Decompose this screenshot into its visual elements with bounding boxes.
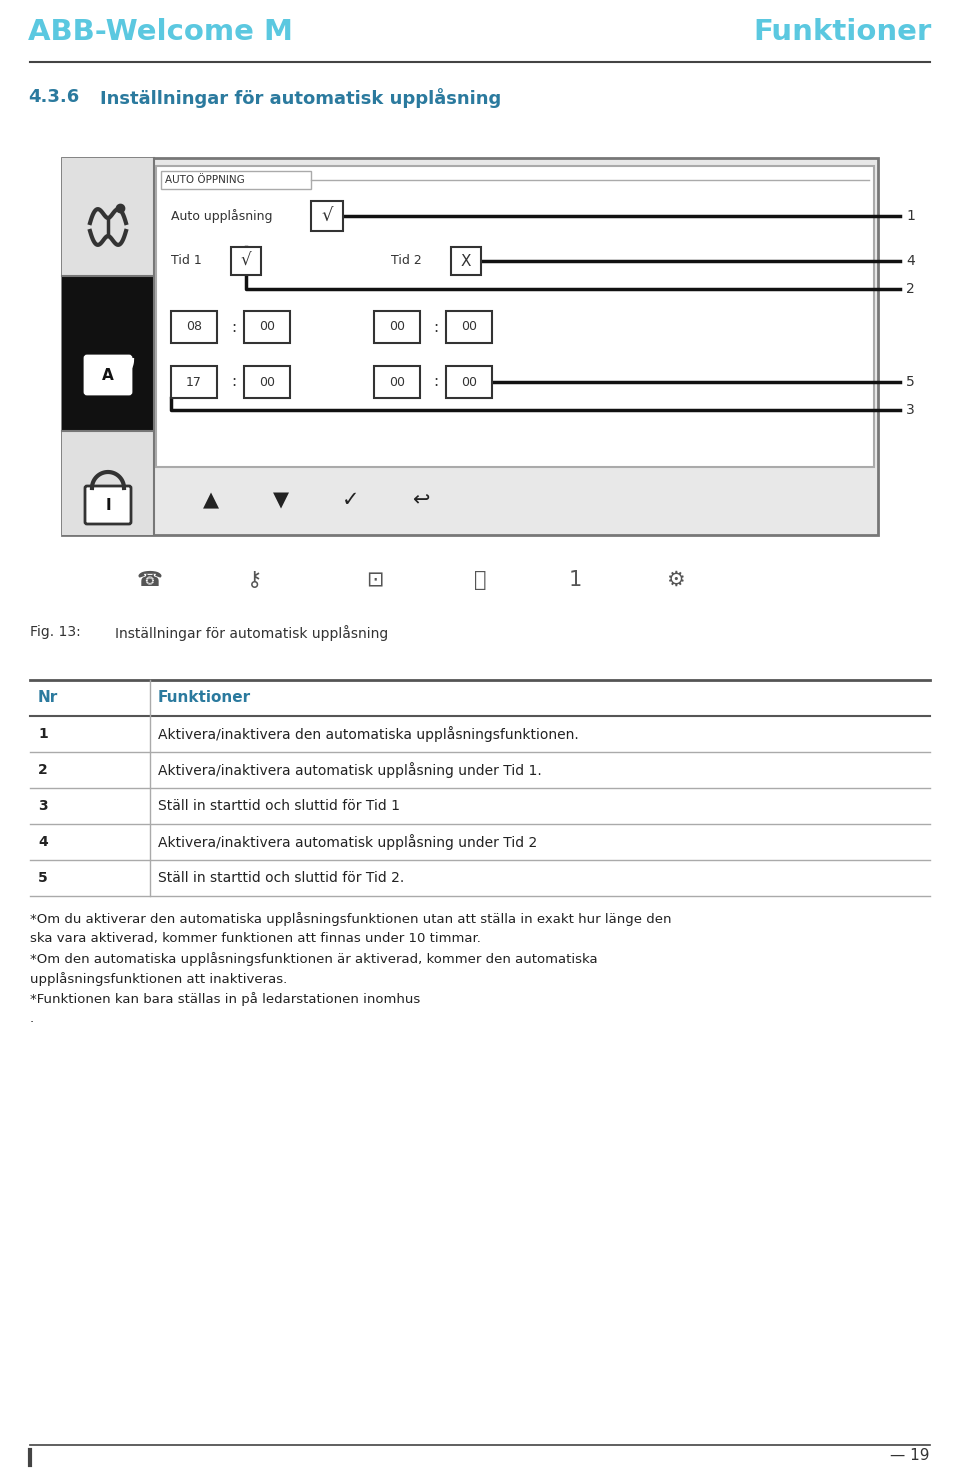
Text: ABB-Welcome M: ABB-Welcome M [28, 18, 293, 46]
Text: 00: 00 [461, 376, 477, 388]
Bar [374, 366, 420, 398]
Bar [171, 311, 217, 344]
Bar [171, 366, 217, 398]
Text: 00: 00 [461, 320, 477, 333]
Text: 3: 3 [38, 800, 48, 813]
Text: *Funktionen kan bara ställas in på ledarstationen inomhus: *Funktionen kan bara ställas in på ledar… [30, 992, 420, 1006]
Bar [446, 366, 492, 398]
Text: A: A [102, 367, 114, 382]
Text: *Om den automatiska upplåsningsfunktionen är aktiverad, kommer den automatiska: *Om den automatiska upplåsningsfunktione… [30, 952, 598, 966]
Text: Ställ in starttid och sluttid för Tid 2.: Ställ in starttid och sluttid för Tid 2. [158, 871, 404, 886]
Text: ⚙: ⚙ [665, 570, 684, 589]
Text: Aktivera/inaktivera automatisk upplåsning under Tid 2: Aktivera/inaktivera automatisk upplåsnin… [158, 834, 538, 850]
Text: 1: 1 [568, 570, 582, 589]
Text: Inställningar för automatisk upplåsning: Inställningar för automatisk upplåsning [115, 625, 388, 641]
Text: 2: 2 [38, 763, 48, 778]
Text: Inställningar för automatisk upplåsning: Inställningar för automatisk upplåsning [100, 87, 501, 108]
Bar [311, 201, 343, 231]
Text: *Om du aktiverar den automatiska upplåsningsfunktionen utan att ställa in exakt : *Om du aktiverar den automatiska upplåsn… [30, 912, 671, 926]
Text: 08: 08 [186, 320, 202, 333]
Text: I: I [106, 498, 110, 512]
Text: Auto upplåsning: Auto upplåsning [171, 209, 273, 224]
Text: 4.3.6: 4.3.6 [28, 87, 80, 107]
Text: Nr: Nr [38, 690, 59, 705]
Bar [62, 158, 154, 275]
Text: 5: 5 [38, 871, 48, 886]
Text: 4: 4 [38, 835, 48, 849]
Text: :: : [433, 320, 439, 335]
Text: √: √ [322, 207, 333, 225]
Text: 1: 1 [38, 727, 48, 740]
Text: — 19: — 19 [891, 1447, 930, 1463]
Bar [244, 311, 290, 344]
FancyBboxPatch shape [85, 355, 131, 394]
Text: ▲: ▲ [203, 490, 219, 509]
Text: :: : [231, 375, 236, 390]
Text: 00: 00 [259, 320, 275, 333]
Text: 2: 2 [906, 281, 915, 296]
Text: 5: 5 [906, 375, 915, 390]
Bar [451, 247, 481, 275]
Text: Ställ in starttid och sluttid för Tid 1: Ställ in starttid och sluttid för Tid 1 [158, 800, 400, 813]
Bar [244, 366, 290, 398]
Bar [374, 311, 420, 344]
Text: 00: 00 [389, 376, 405, 388]
Text: Fig. 13:: Fig. 13: [30, 625, 81, 638]
Text: .: . [30, 1012, 35, 1025]
Text: 1: 1 [906, 209, 915, 224]
Text: Tid 1: Tid 1 [171, 255, 202, 268]
Text: upplåsningsfunktionen att inaktiveras.: upplåsningsfunktionen att inaktiveras. [30, 972, 287, 986]
Text: 00: 00 [389, 320, 405, 333]
Text: :: : [231, 320, 236, 335]
Bar [161, 170, 311, 190]
FancyBboxPatch shape [85, 486, 131, 524]
Text: 🔇: 🔇 [473, 570, 487, 589]
Text: √: √ [241, 252, 252, 270]
Text: Funktioner: Funktioner [158, 690, 252, 705]
Text: ☎: ☎ [137, 570, 163, 589]
Text: 00: 00 [259, 376, 275, 388]
Text: Funktioner: Funktioner [754, 18, 932, 46]
Bar [156, 166, 874, 467]
Text: :: : [433, 375, 439, 390]
Text: ⚷: ⚷ [248, 570, 263, 589]
Text: 3: 3 [906, 403, 915, 418]
Bar [62, 158, 878, 535]
Text: ska vara aktiverad, kommer funktionen att finnas under 10 timmar.: ska vara aktiverad, kommer funktionen at… [30, 932, 481, 945]
Text: 4: 4 [906, 255, 915, 268]
Text: ⊡: ⊡ [367, 570, 384, 589]
Text: X: X [461, 253, 471, 268]
Text: AUTO ÖPPNING: AUTO ÖPPNING [165, 175, 245, 185]
Text: 17: 17 [186, 376, 202, 388]
Text: Tid 2: Tid 2 [391, 255, 421, 268]
Bar [62, 431, 154, 535]
Text: Aktivera/inaktivera den automatiska upplåsningsfunktionen.: Aktivera/inaktivera den automatiska uppl… [158, 726, 579, 742]
Bar [231, 247, 261, 275]
Bar [62, 275, 154, 431]
Bar [446, 311, 492, 344]
Text: ↩: ↩ [412, 490, 430, 509]
Text: ✓: ✓ [343, 490, 360, 509]
Text: ▼: ▼ [273, 490, 289, 509]
Text: Aktivera/inaktivera automatisk upplåsning under Tid 1.: Aktivera/inaktivera automatisk upplåsnin… [158, 763, 541, 778]
